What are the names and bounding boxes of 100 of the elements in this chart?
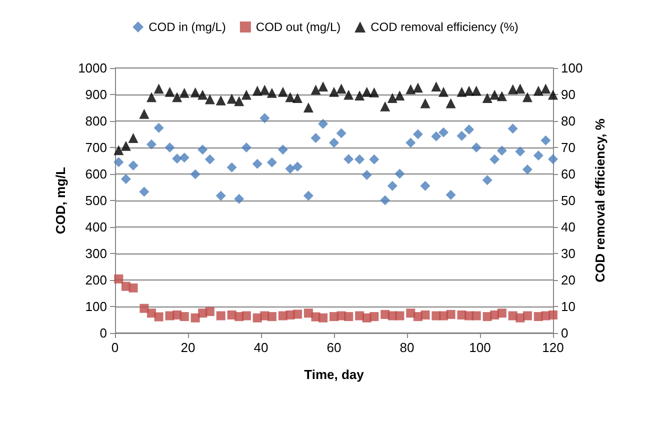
point (540, 135, 551, 146)
point (304, 308, 313, 318)
point (329, 86, 339, 97)
point (180, 312, 189, 322)
point (146, 139, 156, 150)
point (226, 162, 237, 172)
point (293, 310, 302, 319)
point (318, 118, 328, 129)
y2-tick-label: 20 (561, 272, 576, 288)
point (179, 152, 190, 163)
point (471, 86, 482, 96)
point (172, 92, 182, 102)
point (394, 168, 405, 179)
point (179, 88, 190, 98)
point (533, 150, 544, 160)
point (412, 82, 423, 93)
y-axis-title: COD, mg/L (53, 166, 68, 234)
point (496, 146, 507, 156)
y-tick-label: 200 (85, 272, 107, 288)
y-tick-label: 300 (85, 246, 107, 261)
point (438, 127, 448, 138)
point (285, 164, 296, 174)
point (420, 310, 430, 320)
point (146, 92, 156, 102)
point (336, 128, 346, 138)
point (548, 154, 558, 164)
point (278, 86, 288, 97)
point (464, 86, 474, 96)
point (490, 90, 500, 100)
point (482, 92, 492, 103)
point (216, 190, 226, 201)
y-tick-label: 600 (85, 166, 107, 182)
point (496, 91, 507, 102)
y2-axis-title: COD removal efficiency, % (592, 118, 608, 282)
point (198, 90, 208, 100)
point (380, 101, 390, 112)
point (522, 311, 532, 320)
point (139, 186, 150, 197)
y2-tick-label: 80 (561, 114, 576, 128)
point (128, 283, 138, 292)
y2-tick-label: 60 (561, 166, 576, 182)
point (446, 98, 456, 108)
point (252, 86, 262, 96)
y-tick-label: 500 (85, 193, 107, 208)
point (522, 92, 532, 102)
point (508, 124, 518, 134)
point (267, 312, 276, 322)
point (548, 90, 558, 100)
x-tick-label: 0 (111, 340, 119, 355)
point (242, 311, 251, 320)
point (114, 145, 124, 156)
point (412, 129, 423, 140)
y-tick-label: 900 (85, 87, 107, 102)
point (406, 84, 416, 94)
point (362, 170, 372, 180)
point (354, 154, 365, 164)
point (266, 157, 277, 168)
point (387, 92, 398, 103)
point (260, 113, 270, 124)
y-tick-label: 100 (85, 299, 107, 314)
y-tick-label: 700 (85, 140, 107, 155)
point (344, 312, 354, 322)
x-tick-label: 120 (542, 340, 564, 355)
point (336, 84, 346, 94)
y-tick-label: 0 (100, 326, 107, 340)
y-tick-label: 1000 (78, 60, 107, 76)
point (318, 313, 328, 322)
point (490, 154, 500, 164)
point (147, 308, 156, 318)
point (515, 146, 526, 156)
point (241, 142, 252, 152)
point (456, 86, 467, 97)
y2-tick-label: 30 (561, 246, 576, 261)
point (446, 190, 456, 200)
point (354, 90, 365, 101)
point (164, 142, 175, 152)
point (482, 175, 492, 186)
point (395, 311, 404, 320)
point (204, 94, 215, 104)
point (508, 84, 518, 94)
point (204, 154, 215, 164)
point (310, 84, 321, 95)
x-axis-title: Time, day (304, 367, 365, 382)
x-tick-label: 80 (400, 340, 414, 355)
point (472, 311, 481, 320)
point (515, 84, 526, 94)
y-tick-label: 400 (85, 220, 107, 234)
point (154, 312, 164, 322)
point (369, 154, 380, 164)
point (114, 274, 124, 284)
point (205, 307, 214, 316)
point (446, 310, 456, 319)
y2-tick-label: 40 (561, 220, 576, 234)
point (198, 144, 208, 155)
point (154, 122, 164, 133)
y-tick-label: 800 (85, 114, 107, 128)
point (471, 142, 482, 152)
point (464, 124, 474, 134)
point (120, 140, 131, 151)
point (252, 158, 262, 169)
